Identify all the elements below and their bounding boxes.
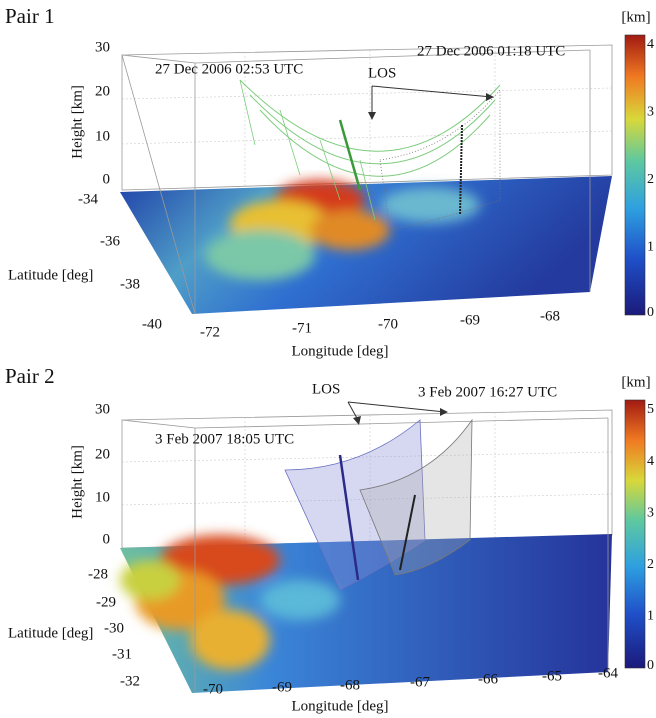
z-tick-label: 0 <box>103 171 111 187</box>
x-tick-label: -72 <box>200 324 220 340</box>
z-tick-label: 30 <box>95 39 110 55</box>
x-tick-label: -65 <box>542 668 562 684</box>
y-tick-label: -29 <box>96 594 116 610</box>
annotation: 27 Dec 2006 01:18 UTC <box>417 43 565 59</box>
colorbar-unit: [km] <box>621 374 650 390</box>
box-edge <box>122 420 195 428</box>
colorbar-tick-label: 3 <box>647 505 654 520</box>
arrow-head <box>368 93 494 120</box>
colorbar-tick-label: 2 <box>647 557 654 572</box>
x-tick-label: -69 <box>460 312 480 328</box>
y-tick-label: -34 <box>78 191 98 207</box>
x-tick-label: -71 <box>292 320 312 336</box>
y-axis-title: Latitude [deg] <box>8 267 93 283</box>
y-tick-label: -31 <box>112 646 132 662</box>
colorbar-tick-label: 0 <box>647 305 654 320</box>
x-axis-title: Longitude [deg] <box>291 343 388 359</box>
x-tick-label: -67 <box>410 674 430 690</box>
annotation: 3 Feb 2007 16:27 UTC <box>418 384 557 400</box>
annotation: LOS <box>312 381 340 397</box>
x-tick-label: -70 <box>378 316 398 332</box>
colorbar-tick-label: 5 <box>647 402 654 417</box>
colorbar-unit: [km] <box>621 9 650 25</box>
y-tick-label: -32 <box>120 673 140 689</box>
z-tick-label: 0 <box>103 531 111 547</box>
z-tick-label: 20 <box>95 83 110 99</box>
panel-1: Pair 1 27 Dec 2006 02:53 UTC 27 Dec 2006… <box>5 4 651 360</box>
x-tick-label: -68 <box>540 308 560 324</box>
colorbar-tick-label: 3 <box>647 105 654 120</box>
y-tick-label: -36 <box>100 233 120 249</box>
figure: Pair 1 27 Dec 2006 02:53 UTC 27 Dec 2006… <box>0 0 656 718</box>
y-tick-label: -30 <box>104 620 124 636</box>
y-tick-label: -38 <box>120 276 140 292</box>
panel-label: Pair 1 <box>5 4 55 28</box>
z-tick-label: 20 <box>95 446 110 462</box>
x-tick-label: -69 <box>272 679 292 695</box>
colorbar <box>625 400 645 668</box>
colorbar <box>625 35 645 315</box>
colorbar-tick-label: 4 <box>647 454 654 469</box>
panel-label: Pair 2 <box>5 364 55 388</box>
colorbar-tick-label: 1 <box>647 240 654 255</box>
arrow <box>348 402 445 420</box>
x-tick-label: -70 <box>203 681 223 697</box>
colorbar-tick-label: 4 <box>647 37 654 52</box>
y-tick-label: -40 <box>142 316 162 332</box>
x-axis-title: Longitude [deg] <box>291 698 388 714</box>
z-tick-label: 10 <box>95 128 110 144</box>
x-tick-label: -68 <box>340 677 360 693</box>
panel-2: Pair 2 3 Feb 2007 18:05 UTC 3 Feb 2007 1… <box>5 364 651 715</box>
colorbar-ticks: 0 1 2 3 4 0 1 2 3 4 5 <box>647 37 654 673</box>
x-tick-label: -66 <box>478 671 498 687</box>
z-axis-title: Height [km] <box>69 445 85 519</box>
annotation: LOS <box>368 65 396 81</box>
annotation: 27 Dec 2006 02:53 UTC <box>155 61 303 77</box>
colorbar-tick-label: 2 <box>647 172 654 187</box>
los-line <box>340 120 360 190</box>
z-axis-title: Height [km] <box>69 85 85 159</box>
colorbar-tick-label: 1 <box>647 609 654 624</box>
box-edge <box>195 418 608 428</box>
box-edge <box>122 55 195 314</box>
colorbar-tick-label: 0 <box>647 658 654 673</box>
y-tick-label: -28 <box>88 566 108 582</box>
x-tick-label: -64 <box>598 665 618 681</box>
y-axis-title: Latitude [deg] <box>8 625 93 641</box>
z-tick-label: 10 <box>95 489 110 505</box>
annotation: 3 Feb 2007 18:05 UTC <box>155 431 294 447</box>
z-tick-label: 30 <box>95 401 110 417</box>
